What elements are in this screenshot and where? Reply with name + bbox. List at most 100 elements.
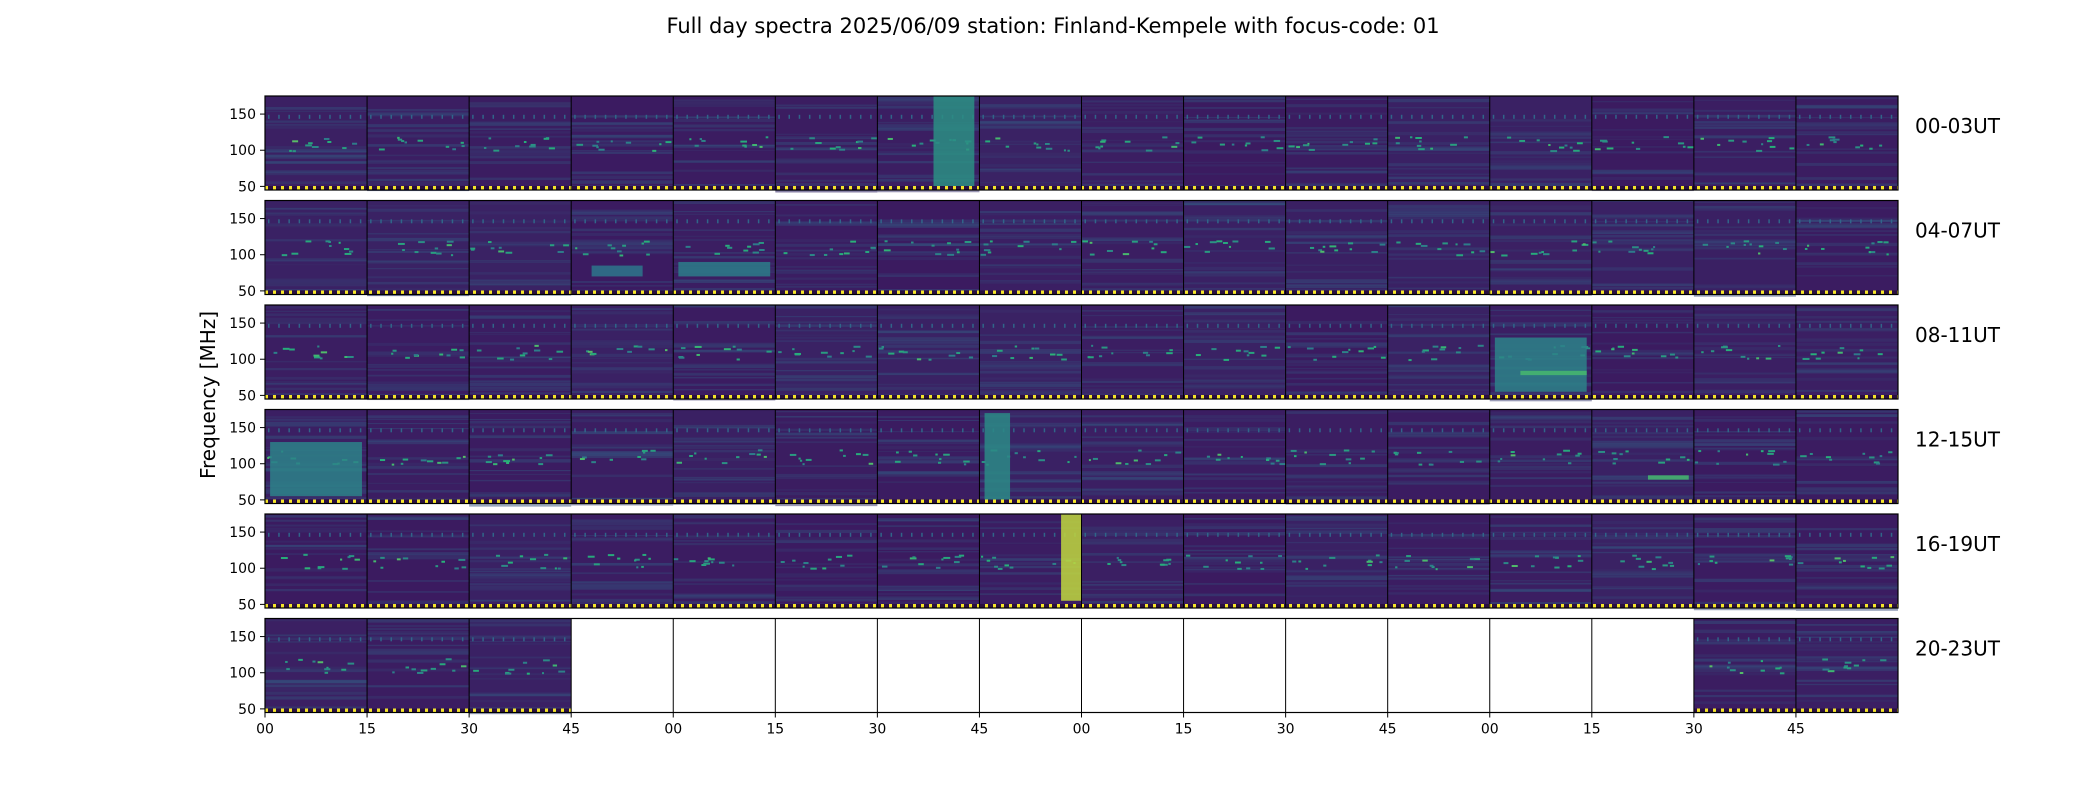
- signal-dash: [865, 250, 870, 253]
- frequency-band: [265, 651, 368, 655]
- frequency-band: [673, 426, 776, 429]
- signal-dash: [435, 565, 439, 568]
- frequency-band: [1081, 336, 1184, 340]
- frequency-band: [1591, 575, 1694, 578]
- frequency-band: [673, 256, 776, 259]
- tick-marker: [1043, 532, 1046, 537]
- frequency-band: [367, 466, 470, 470]
- signal-dash: [519, 354, 526, 357]
- tick-marker: [931, 532, 933, 537]
- tick-marker: [1023, 323, 1025, 328]
- frequency-band: [1387, 217, 1490, 220]
- frequency-band: [1591, 112, 1694, 115]
- frequency-band: [1693, 182, 1796, 184]
- signal-dash: [558, 670, 566, 673]
- frequency-band: [1387, 276, 1490, 279]
- signal-dash: [1686, 458, 1690, 461]
- frequency-band: [877, 151, 980, 153]
- frequency-band: [979, 422, 1082, 427]
- frequency-band: [469, 619, 572, 623]
- frequency-band: [1693, 560, 1796, 563]
- tick-marker: [441, 219, 444, 224]
- frequency-band: [1285, 581, 1388, 585]
- signal-dash: [488, 137, 492, 140]
- frequency-band: [1693, 534, 1796, 538]
- frequency-band: [1489, 524, 1592, 527]
- tick-marker: [635, 532, 637, 537]
- frequency-band: [1795, 544, 1898, 548]
- signal-dash: [1459, 460, 1465, 463]
- tick-marker: [706, 219, 709, 224]
- signal-dash: [1293, 455, 1297, 458]
- signal-dash: [789, 453, 797, 456]
- frequency-band: [979, 387, 1082, 389]
- tick-marker: [1125, 114, 1127, 119]
- frequency-band: [1591, 435, 1694, 438]
- frequency-band: [571, 562, 674, 566]
- tick-marker: [655, 323, 658, 328]
- signal-dash: [1416, 144, 1422, 147]
- tick-marker: [1033, 219, 1035, 224]
- frequency-band: [265, 637, 368, 640]
- frequency-band: [1183, 427, 1286, 432]
- signal-dash: [268, 456, 272, 459]
- frequency-band: [1183, 327, 1286, 329]
- signal-dash: [947, 242, 951, 245]
- signal-dash: [980, 253, 987, 256]
- signal-dash: [1869, 147, 1873, 150]
- signal-dash: [1098, 147, 1101, 150]
- tick-marker: [431, 323, 433, 328]
- frequency-band: [469, 227, 572, 230]
- signal-dash: [1379, 561, 1383, 564]
- frequency-band: [571, 519, 674, 523]
- frequency-band: [571, 581, 674, 584]
- tick-marker: [1584, 428, 1587, 433]
- frequency-band: [367, 167, 470, 170]
- frequency-band: [1183, 358, 1286, 360]
- y-tick-label: 150: [229, 630, 256, 646]
- frequency-band: [1489, 455, 1592, 459]
- tick-marker: [1686, 532, 1689, 537]
- tick-marker: [1451, 114, 1454, 119]
- signal-dash: [1185, 554, 1191, 557]
- frequency-band: [775, 428, 878, 430]
- tick-marker: [747, 323, 750, 328]
- tick-marker: [900, 114, 903, 119]
- tick-marker: [778, 114, 780, 119]
- tick-marker: [1696, 323, 1699, 328]
- signal-dash: [708, 558, 715, 561]
- signal-dash: [348, 555, 355, 558]
- frequency-band: [1081, 553, 1184, 556]
- signal-dash: [402, 557, 409, 560]
- signal-dash: [1175, 451, 1182, 454]
- tick-marker: [1053, 532, 1056, 537]
- frequency-band: [1489, 315, 1592, 317]
- frequency-band: [775, 340, 878, 342]
- tick-marker: [1217, 219, 1219, 224]
- frequency-band: [775, 441, 878, 444]
- frequency-band: [1081, 202, 1184, 204]
- frequency-band: [1489, 119, 1592, 123]
- signal-dash: [510, 358, 515, 361]
- frequency-band: [367, 308, 470, 311]
- signal-dash: [1098, 355, 1103, 358]
- frequency-band: [1081, 213, 1184, 216]
- tick-marker: [1635, 323, 1638, 328]
- signal-dash: [1853, 664, 1859, 667]
- signal-dash: [699, 138, 703, 141]
- signal-dash: [1036, 146, 1042, 149]
- frequency-band: [367, 134, 470, 138]
- tick-marker: [400, 114, 403, 119]
- x-tick-label: 00: [1073, 722, 1091, 738]
- frequency-band: [1489, 398, 1592, 402]
- signal-dash: [1061, 358, 1067, 361]
- tick-marker: [1523, 114, 1525, 119]
- frequency-band: [877, 337, 980, 339]
- tick-marker: [1155, 114, 1158, 119]
- signal-dash: [756, 453, 761, 456]
- tick-marker: [778, 428, 780, 433]
- tick-marker: [482, 114, 484, 119]
- tick-marker: [298, 114, 301, 119]
- spectrum-panel: [571, 200, 674, 295]
- frequency-band: [1693, 578, 1796, 583]
